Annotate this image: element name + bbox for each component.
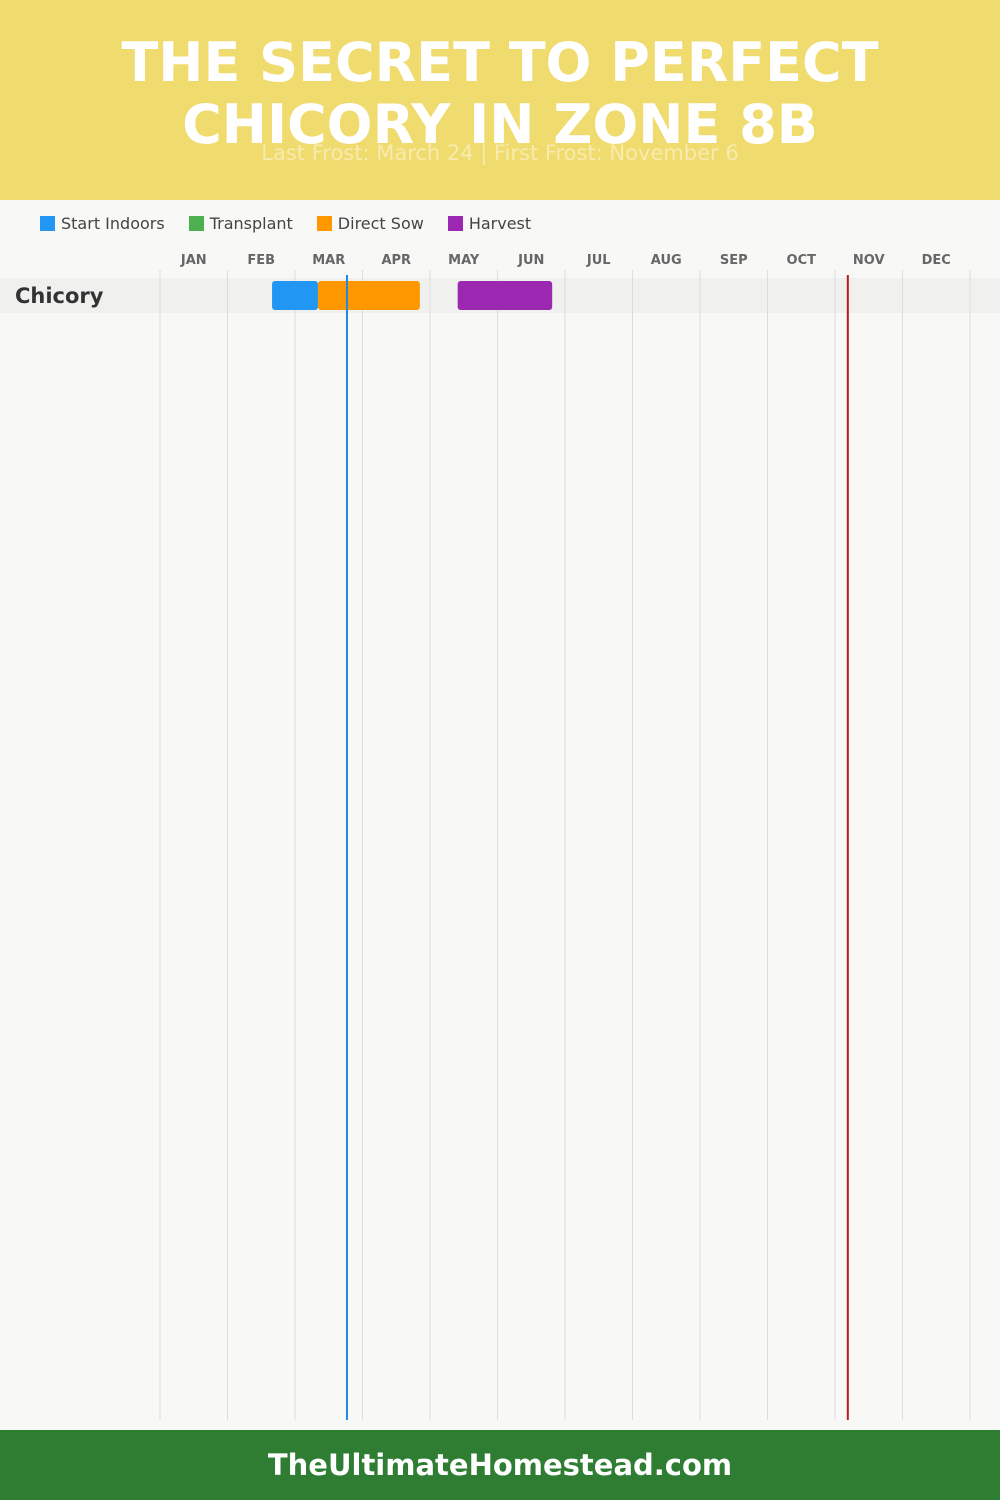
bar [317,281,420,310]
bar [272,281,318,310]
legend-label: Transplant [209,214,293,233]
month-label: APR [381,253,411,268]
month-label: JUN [517,253,544,268]
legend-item: Start Indoors [40,214,165,233]
month-label: AUG [651,253,682,268]
subtitle: Last Frost: March 24 | First Frost: Nove… [261,141,739,165]
month-label: DEC [922,253,951,268]
legend: Start Indoors Transplant Direct Sow Harvest [40,214,531,233]
legend-swatch [188,216,204,231]
footer: TheUltimateHomestead.com [0,1430,1000,1500]
legend-label: Harvest [468,214,532,233]
legend-item: Direct Sow [316,214,424,233]
legend-swatch [316,216,332,231]
month-label: MAR [312,253,345,268]
legend-label: Direct Sow [337,214,424,233]
title: THE SECRET TO PERFECT CHICORY IN ZONE 8B [121,31,879,156]
month-label: JUL [586,253,611,268]
legend-swatch [40,216,55,231]
legend-item: Transplant [188,214,293,233]
bar [457,281,553,310]
chart: JAN FEB MAR APR MAY JUN JUL AUG SEP OCT NOV DEC Chic… [15,253,971,1420]
legend-item: Harvest [447,214,532,233]
legend-label: Start Indoors [61,214,165,233]
month-label: SEP [720,253,748,268]
month-label: FEB [247,253,275,268]
header: THE SECRET TO PERFECT CHICORY IN ZONE 8B… [0,0,1000,200]
month-label: MAY [448,253,480,268]
month-label: NOV [853,253,885,268]
legend-swatch [447,216,463,231]
month-label: JAN [180,253,207,268]
row-label: Chicory [15,284,104,308]
month-label: OCT [787,253,817,268]
